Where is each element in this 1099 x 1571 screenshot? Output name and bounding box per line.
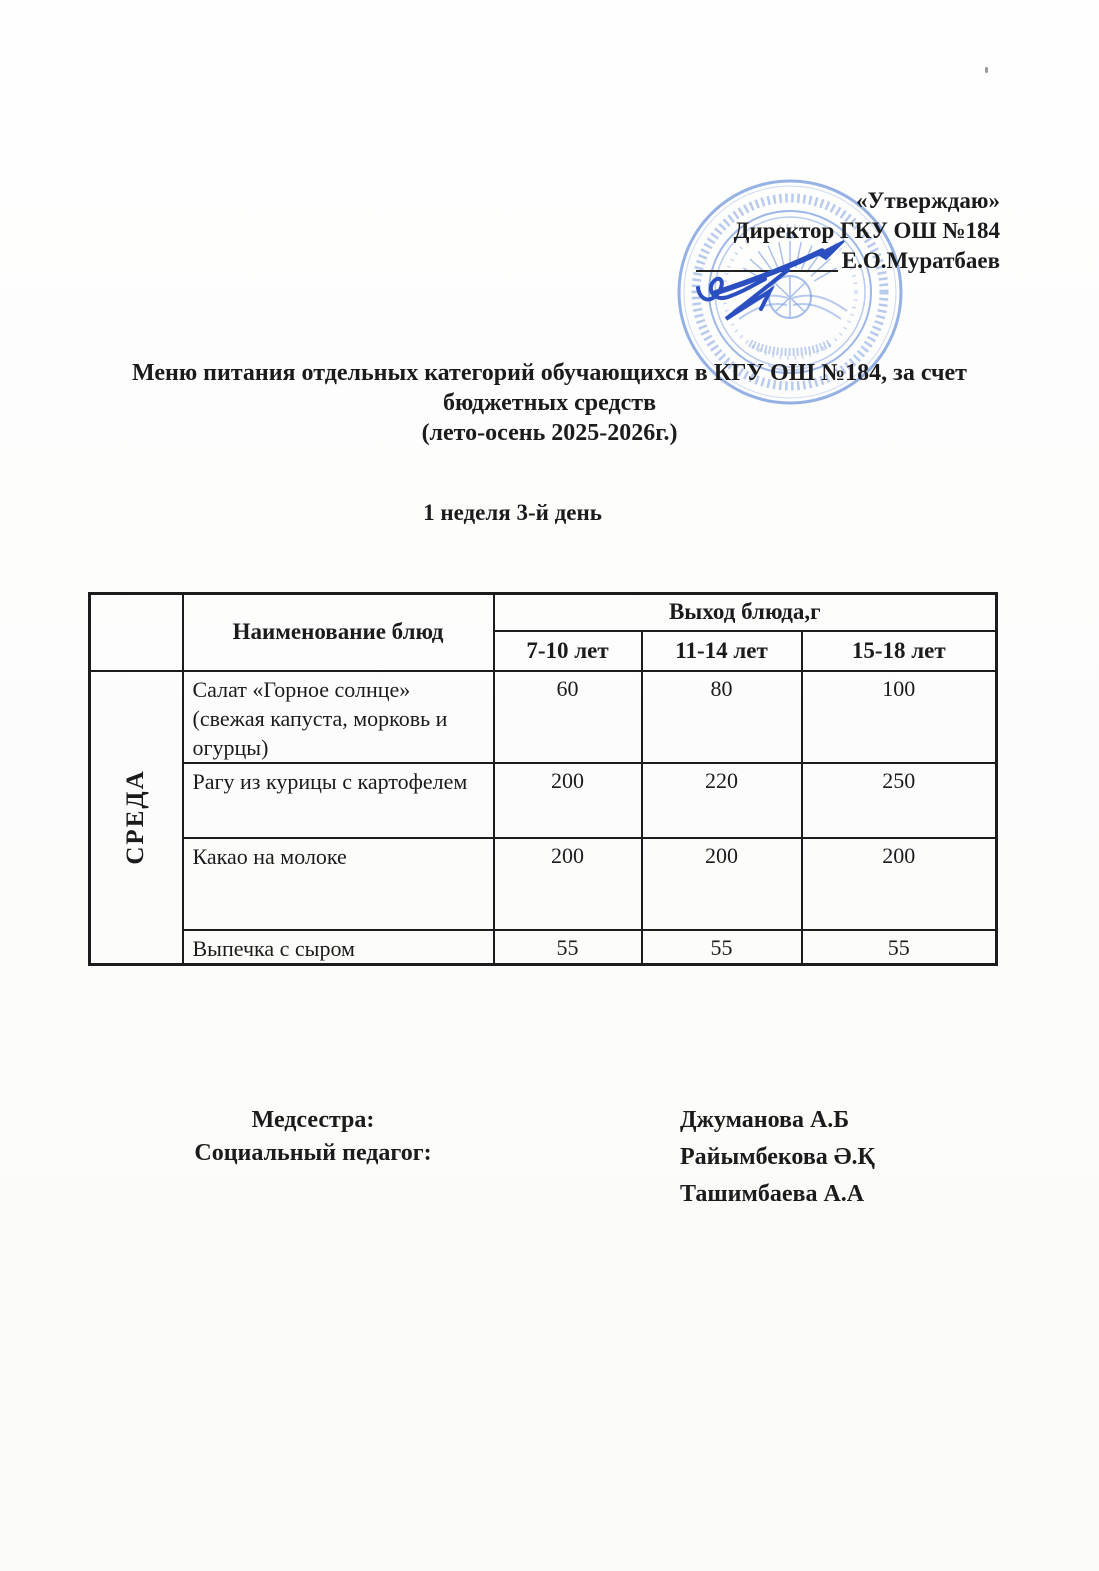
stamp-emblem-center [768,275,812,319]
portion-value-cell: 250 [800,761,998,839]
dish-name-cell: Салат «Горное солнце» (свежая капуста, м… [181,669,495,764]
portion-value-cell: 55 [492,928,643,965]
document-title: Меню питания отдельных категорий обучающ… [0,358,1099,448]
portion-value-cell: 200 [640,836,803,931]
age-header-15-18: 15-18 лет [800,629,998,672]
role-social-pedagogue: Социальный педагог: [194,1140,432,1166]
dish-name-cell: Выпечка с сыром [181,928,495,965]
title-line-3: (лето-осень 2025-2026г.) [421,420,678,446]
menu-table-body: СРЕДА Салат «Горное солнце» (свежая капус… [88,669,998,965]
portion-value-cell: 200 [492,761,643,839]
dish-name-cell: Рагу из курицы с картофелем [181,761,495,839]
title-line-2: бюджетных средств [442,390,657,416]
output-group-header: Выход блюда,г [492,592,998,632]
signature-roles: Медсестра: Социальный педагог: [158,1104,468,1170]
dish-column-header: Наименование блюд [181,592,495,672]
day-label: СРЕДА [122,769,150,865]
table-row: Выпечка с сыром 55 55 55 [90,928,998,965]
age-header-7-10: 7-10 лет [492,629,643,672]
stamp-banner [748,339,832,356]
portion-value-cell: 200 [492,836,643,931]
portion-value-cell: 60 [492,669,643,764]
signatory-name: Джуманова А.Б [680,1107,850,1133]
signatory-name: Ташимбаева А.А [680,1181,865,1207]
title-line-1: Меню питания отдельных категорий обучающ… [132,360,967,386]
table-row: Какао на молоке 200 200 200 [90,836,998,931]
role-nurse: Медсестра: [251,1107,375,1133]
portion-value-cell: 220 [640,761,803,839]
week-day-subtitle: 1 неделя 3-й день [423,500,602,525]
approval-director-name: Е.О.Муратбаев [841,248,1000,273]
signatory-name: Райымбекова Ә.Қ [680,1144,875,1170]
scan-speck [985,67,988,73]
table-row: СРЕДА Салат «Горное солнце» (свежая капус… [88,669,998,965]
portion-value-cell: 100 [800,669,998,764]
approval-director-line: Директор ГКУ ОШ №184 [733,218,1000,243]
day-cell: СРЕДА [88,669,184,965]
signature-names: Джуманова А.Б Райымбекова Ә.Қ Ташимбаева… [680,1102,875,1213]
portion-value-cell: 55 [640,928,803,965]
approval-quote: «Утверждаю» [856,188,1000,213]
portion-value-cell: 80 [640,669,803,764]
signature-line [695,270,838,272]
stamp-emblem-wings [732,294,848,320]
dish-name-cell: Какао на молоке [181,836,495,931]
portion-value-cell: 55 [800,928,998,965]
menu-table: Наименование блюд Выход блюда,г 7-10 лет… [88,592,999,966]
table-row: Рагу из курицы с картофелем 200 220 250 [90,761,998,839]
portion-value-cell: 200 [800,836,998,931]
approval-block: «Утверждаю» Директор ГКУ ОШ №184 Е.О.Мур… [695,186,1000,276]
age-header-11-14: 11-14 лет [640,629,803,672]
day-column-header [88,592,184,672]
